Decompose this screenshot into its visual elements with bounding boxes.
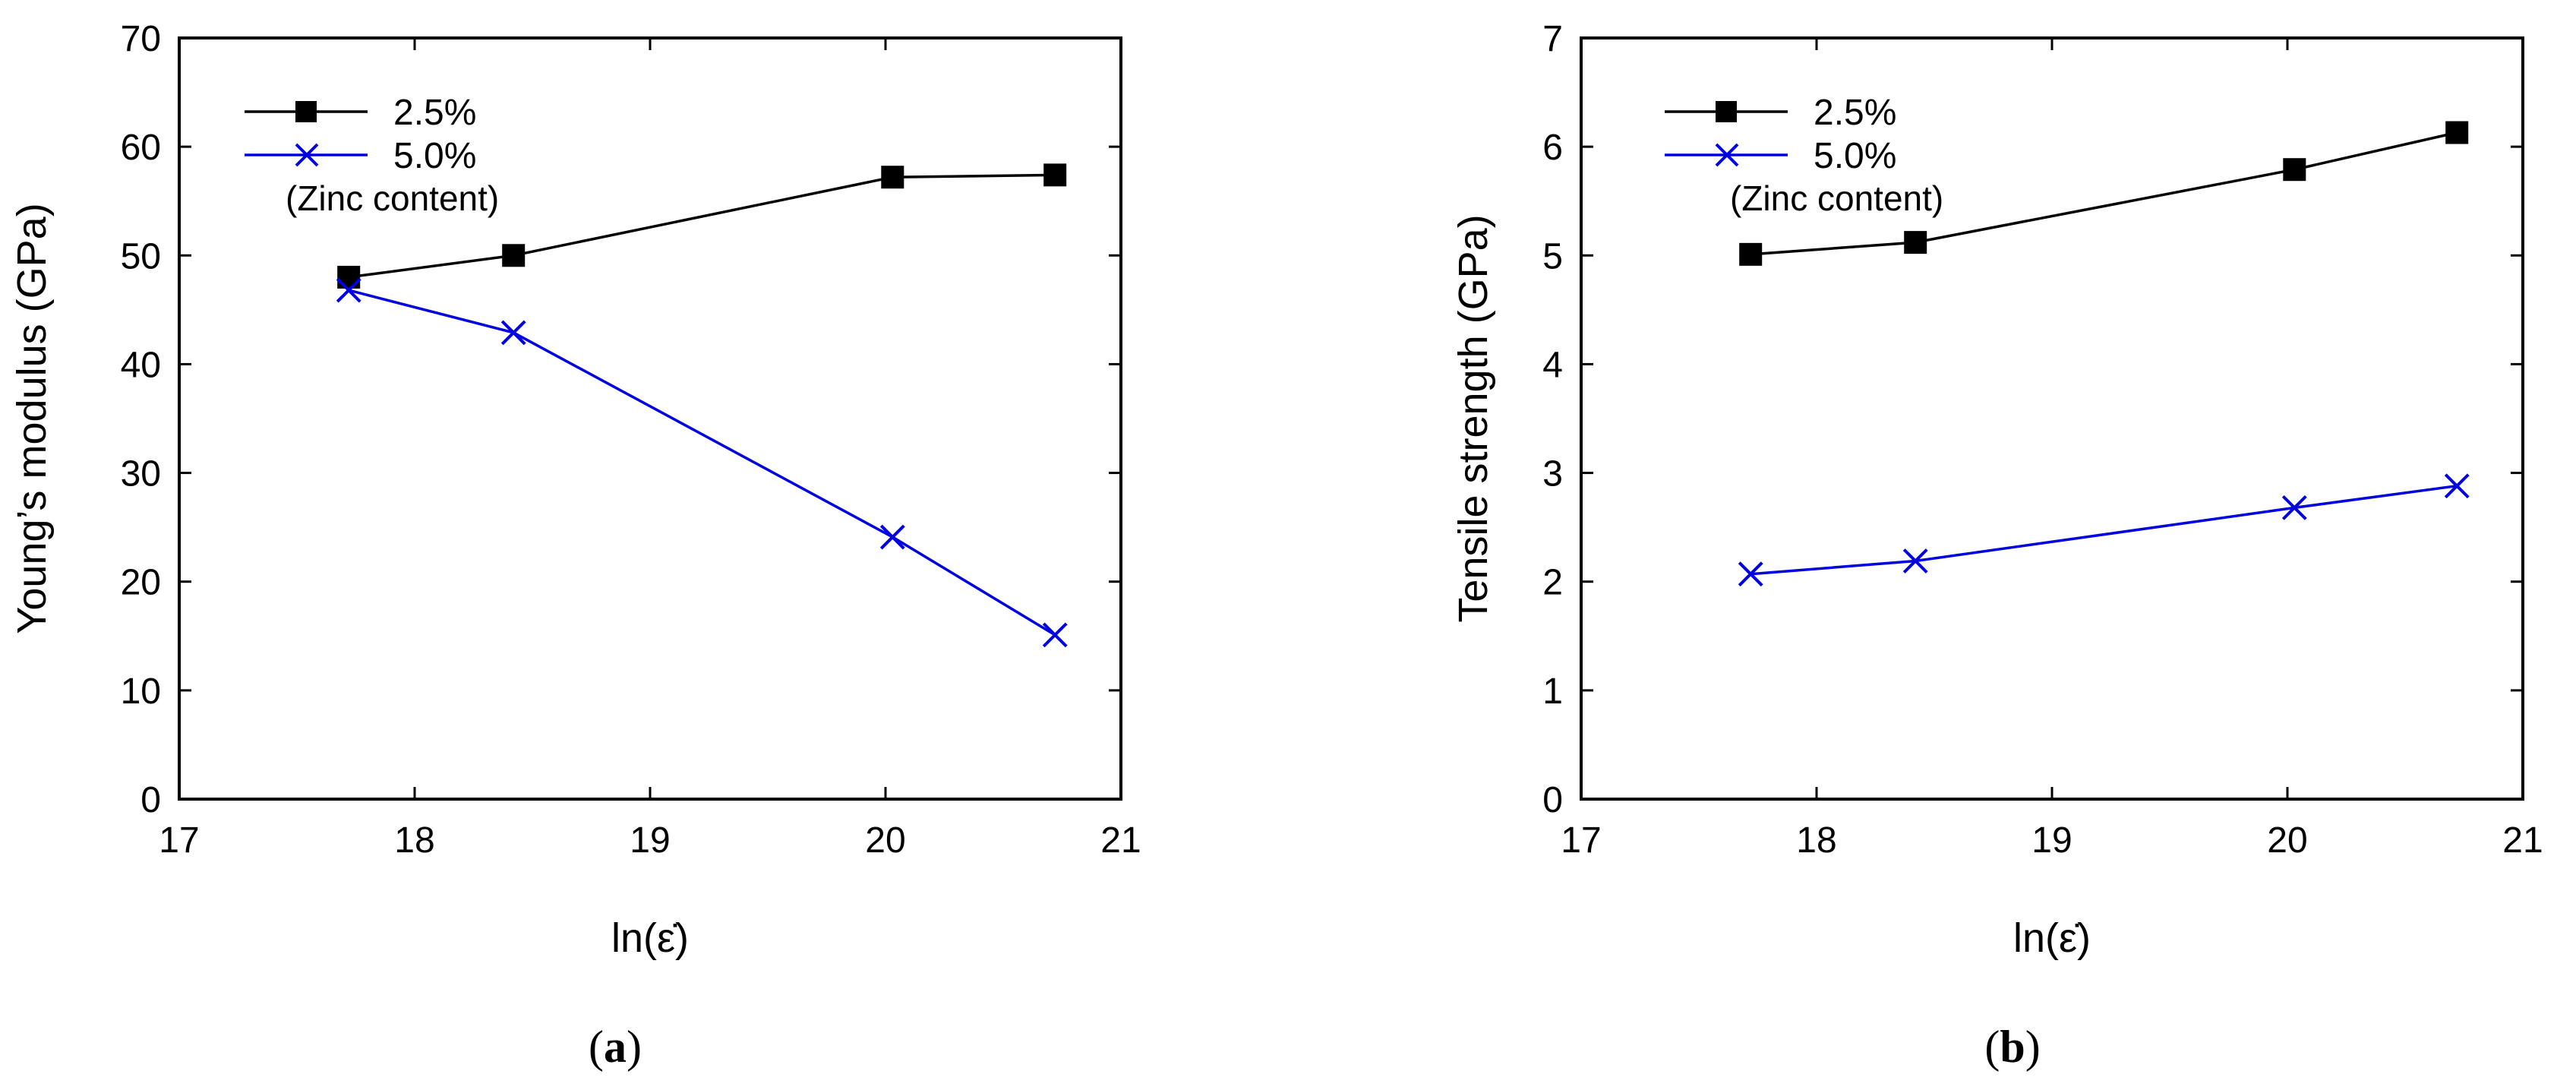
data-point-x [1042, 622, 1068, 648]
panel-caption: (b) [1984, 1022, 2040, 1072]
data-point-x [1902, 548, 1928, 574]
x-tick-label: 21 [2502, 820, 2543, 861]
x-axis-title: ln(ε̇) [611, 915, 689, 961]
y-tick-label: 6 [1542, 128, 1563, 168]
data-point-square [2283, 158, 2306, 182]
series-line-5-0 [348, 289, 1056, 637]
legend-label-2-5: 2.5% [393, 93, 476, 133]
panel-caption: (a) [589, 1022, 642, 1072]
y-tick-label: 7 [1542, 19, 1563, 59]
y-tick-label: 70 [121, 19, 161, 59]
data-point-x [2281, 495, 2307, 520]
legend-note: (Zinc content) [286, 179, 499, 218]
legend-marker-x [295, 143, 319, 167]
legend-marker-x [1715, 143, 1739, 167]
data-point-x [336, 277, 361, 303]
y-tick-label: 20 [121, 563, 161, 603]
plot-frame [178, 36, 1122, 801]
y-axis-title: Tensile strength (GPa) [1451, 214, 1496, 622]
legend-note: (Zinc content) [1730, 179, 1943, 218]
y-tick-label: 1 [1542, 671, 1563, 712]
series-group [1738, 121, 2470, 587]
legend: 2.5% 5.0% (Zinc content) [245, 93, 499, 218]
legend-label-5-0: 5.0% [393, 136, 476, 176]
data-point-square [1739, 242, 1763, 266]
series-group [336, 163, 1068, 648]
y-tick-label: 40 [121, 345, 161, 385]
axis-ticks: 17 18 19 20 21 0 1 2 3 4 5 6 7 [1542, 19, 2543, 861]
legend: 2.5% 5.0% (Zinc content) [1665, 93, 1943, 218]
data-point-square [881, 166, 904, 189]
series-line-5-0 [1750, 484, 2458, 576]
data-point-x [1738, 561, 1763, 587]
x-tick-label: 17 [1561, 820, 1601, 861]
data-point-x [2444, 473, 2470, 499]
y-tick-label: 30 [121, 454, 161, 495]
panel-b: 17 18 19 20 21 0 1 2 3 4 5 6 7 2.5% 5.0% (Zinc conte… [1451, 19, 2543, 1072]
y-axis-title: Young’s modulus (GPa) [9, 203, 55, 634]
x-tick-label: 18 [394, 820, 434, 861]
data-point-square [2445, 121, 2469, 144]
legend-marker-square [1716, 101, 1737, 122]
axis-ticks: 17 18 19 20 21 0 10 20 30 40 50 60 70 [121, 19, 1141, 861]
x-tick-label: 19 [630, 820, 670, 861]
x-tick-label: 21 [1100, 820, 1141, 861]
x-tick-label: 20 [2267, 820, 2307, 861]
data-point-x [879, 524, 905, 550]
x-tick-label: 19 [2031, 820, 2072, 861]
data-point-square [337, 265, 361, 289]
series-line-2-5 [1750, 131, 2458, 256]
legend-label-2-5: 2.5% [1814, 93, 1896, 133]
data-point-square [502, 244, 526, 267]
data-point-square [1904, 231, 1927, 254]
y-tick-label: 10 [121, 671, 161, 712]
y-tick-label: 4 [1542, 345, 1563, 385]
x-tick-label: 18 [1796, 820, 1836, 861]
panel-a: 17 18 19 20 21 0 10 20 30 40 50 60 70 2.5% 5.0% (Zin… [9, 19, 1141, 1072]
x-tick-label: 17 [159, 820, 199, 861]
legend-marker-square [295, 101, 317, 122]
y-tick-label: 0 [1542, 780, 1563, 820]
series-line-2-5 [348, 173, 1056, 279]
y-tick-label: 50 [121, 236, 161, 276]
data-point-x [500, 320, 526, 346]
data-point-square [1043, 163, 1067, 187]
x-axis-title: ln(ε̇) [2013, 915, 2091, 961]
y-tick-label: 3 [1542, 454, 1563, 495]
y-tick-label: 5 [1542, 236, 1563, 276]
legend-label-5-0: 5.0% [1814, 136, 1896, 176]
x-tick-label: 20 [865, 820, 905, 861]
y-tick-label: 0 [140, 780, 161, 820]
y-tick-label: 2 [1542, 563, 1563, 603]
y-tick-label: 60 [121, 128, 161, 168]
